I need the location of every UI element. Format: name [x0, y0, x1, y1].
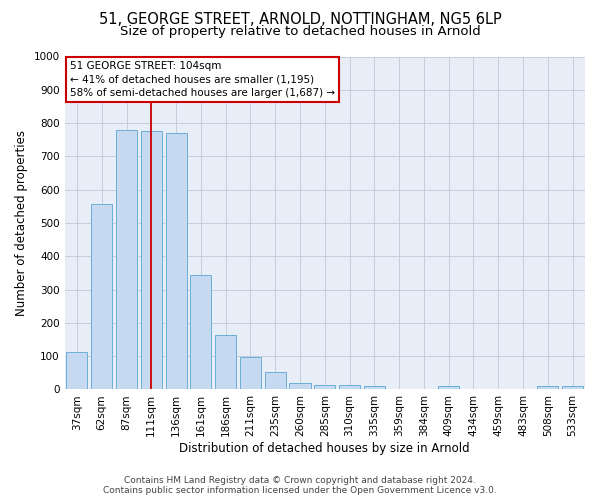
Bar: [215, 334, 236, 390]
Bar: [141, 132, 162, 390]
Bar: [314, 385, 335, 390]
Bar: [438, 386, 459, 390]
Bar: [562, 386, 583, 390]
Bar: [265, 372, 286, 390]
Bar: [116, 130, 137, 390]
Bar: [67, 352, 88, 390]
Text: Contains HM Land Registry data © Crown copyright and database right 2024.
Contai: Contains HM Land Registry data © Crown c…: [103, 476, 497, 495]
Bar: [364, 386, 385, 390]
Bar: [537, 386, 559, 390]
Bar: [166, 133, 187, 390]
Text: Size of property relative to detached houses in Arnold: Size of property relative to detached ho…: [119, 25, 481, 38]
Bar: [339, 385, 360, 390]
Bar: [91, 204, 112, 390]
Y-axis label: Number of detached properties: Number of detached properties: [15, 130, 28, 316]
Bar: [289, 384, 311, 390]
Text: 51, GEORGE STREET, ARNOLD, NOTTINGHAM, NG5 6LP: 51, GEORGE STREET, ARNOLD, NOTTINGHAM, N…: [98, 12, 502, 28]
Bar: [240, 357, 261, 390]
Text: 51 GEORGE STREET: 104sqm
← 41% of detached houses are smaller (1,195)
58% of sem: 51 GEORGE STREET: 104sqm ← 41% of detach…: [70, 62, 335, 98]
X-axis label: Distribution of detached houses by size in Arnold: Distribution of detached houses by size …: [179, 442, 470, 455]
Bar: [190, 276, 211, 390]
